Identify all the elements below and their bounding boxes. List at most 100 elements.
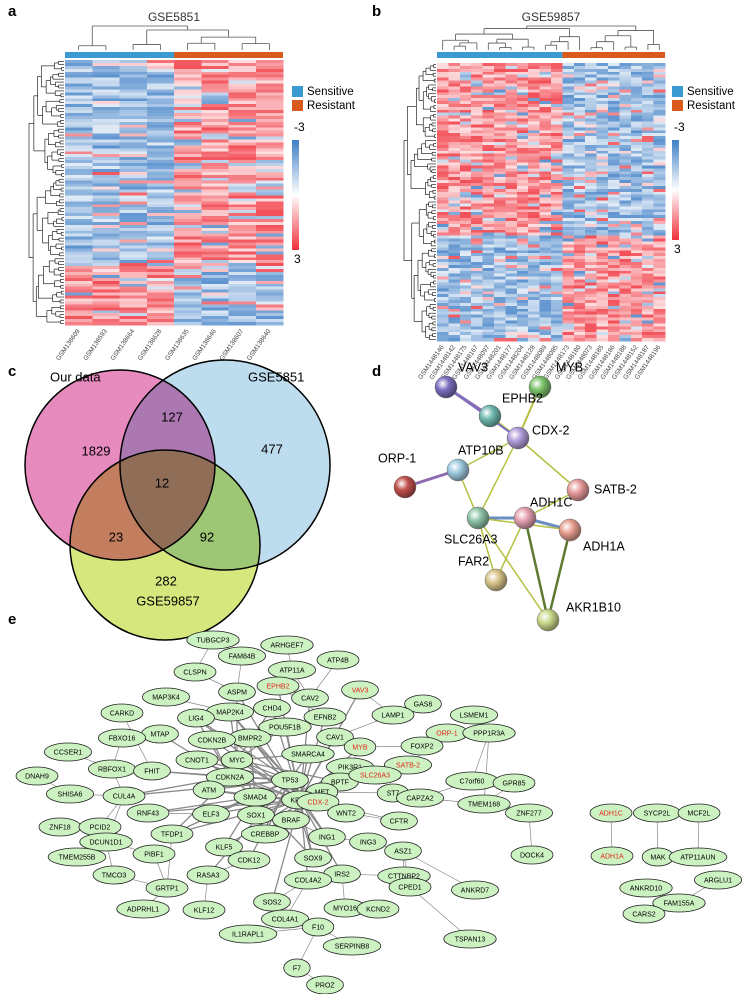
- heatmap-cell: [630, 115, 643, 119]
- heatmap-cell: [437, 118, 449, 122]
- heatmap-cell: [482, 95, 495, 99]
- heatmap-cell: [539, 139, 552, 143]
- heatmap-cell: [437, 147, 449, 152]
- heatmap-cell: [174, 316, 202, 320]
- heatmap-cell: [65, 239, 93, 243]
- heatmap-cell: [448, 144, 461, 149]
- heatmap-cell: [255, 139, 284, 143]
- heatmap-cell: [201, 136, 229, 140]
- heatmap-cell: [528, 156, 540, 160]
- heatmap-cell: [494, 153, 506, 157]
- heatmap-cell: [494, 276, 506, 280]
- heatmap-cell: [448, 133, 461, 137]
- heatmap-cell: [653, 177, 666, 181]
- heatmap-cell: [494, 68, 506, 73]
- heatmap-cell: [573, 177, 586, 181]
- gene-node: [258, 717, 312, 737]
- heatmap-cell: [608, 124, 620, 128]
- heatmap-cell: [448, 139, 461, 143]
- heatmap-cell: [596, 314, 609, 318]
- heatmap-cell: [596, 326, 609, 330]
- heatmap-cell: [255, 83, 284, 87]
- heatmap-cell: [596, 276, 609, 280]
- heatmap-cell: [630, 282, 643, 286]
- heatmap-cell: [471, 139, 483, 143]
- heatmap-cell: [255, 151, 284, 155]
- heatmap-cell: [505, 74, 518, 78]
- heatmap-cell: [459, 182, 472, 187]
- heatmap-cell: [562, 80, 575, 84]
- heatmap-cell: [642, 92, 654, 96]
- heatmap-cell: [585, 191, 597, 195]
- heatmap-cell: [119, 233, 148, 237]
- heatmap-cell: [437, 332, 449, 336]
- heatmap-cell: [608, 101, 620, 105]
- heatmap-cell: [608, 314, 620, 318]
- heatmap-cell: [255, 113, 284, 117]
- heatmap-cell: [448, 250, 461, 254]
- heatmap-cell: [255, 183, 284, 187]
- heatmap-cell: [494, 103, 506, 108]
- heatmap-cell: [174, 242, 202, 246]
- heatmap-cell: [228, 166, 257, 170]
- heatmap-cell: [494, 215, 506, 219]
- heatmap-cell: [642, 89, 654, 93]
- heatmap-cell: [255, 274, 284, 279]
- heatmap-cell: [505, 130, 518, 134]
- heatmap-cell: [448, 285, 461, 289]
- heatmap-cell: [65, 230, 93, 235]
- heatmap-cell: [448, 302, 461, 307]
- heatmap-cell: [585, 165, 597, 169]
- heatmap-cell: [459, 71, 472, 76]
- heatmap-cell: [596, 168, 609, 172]
- heatmap-cell: [228, 274, 257, 279]
- heatmap-cell: [459, 209, 472, 213]
- heatmap-cell: [471, 288, 483, 292]
- heatmap-cell: [642, 118, 654, 122]
- heatmap-cell: [92, 142, 120, 146]
- heatmap-cell: [642, 144, 654, 149]
- heatmap-cell: [630, 101, 643, 105]
- heatmap-cell: [539, 77, 552, 81]
- heatmap-cell: [516, 314, 529, 318]
- heatmap-cell: [437, 238, 449, 242]
- heatmap-cell: [92, 71, 120, 76]
- heatmap-cell: [119, 101, 148, 105]
- heatmap-cell: [494, 159, 506, 163]
- heatmap-cell: [494, 194, 506, 198]
- heatmap-cell: [471, 124, 483, 128]
- heatmap-cell: [642, 256, 654, 260]
- heatmap-cell: [562, 115, 575, 119]
- heatmap-cell: [562, 241, 575, 245]
- heatmap-cell: [562, 63, 575, 67]
- heatmap-cell: [482, 282, 495, 286]
- heatmap-cell: [482, 200, 495, 204]
- heatmap-cell: [92, 177, 120, 182]
- heatmap-cell: [448, 253, 461, 257]
- heatmap-cell: [608, 174, 620, 178]
- heatmap-cell: [619, 63, 632, 67]
- heatmap-cell: [505, 200, 518, 204]
- heatmap-cell: [642, 185, 654, 190]
- heatmap-cell: [642, 133, 654, 137]
- heatmap-cell: [482, 168, 495, 172]
- gene-node: [173, 662, 217, 682]
- heatmap-cell: [146, 83, 175, 87]
- heatmap-cell: [494, 80, 506, 84]
- heatmap-cell: [619, 171, 632, 175]
- heatmap-cell: [539, 171, 552, 175]
- heatmap-cell: [119, 251, 148, 255]
- gene-label: SOX1: [247, 812, 266, 819]
- heatmap-cell: [551, 288, 563, 292]
- heatmap-cell: [228, 74, 257, 78]
- heatmap-cell: [448, 267, 461, 272]
- heatmap-cell: [228, 60, 257, 64]
- heatmap-cell: [65, 257, 93, 261]
- heatmap-cell: [482, 147, 495, 152]
- heatmap-cell: [573, 115, 586, 119]
- heatmap-cell: [630, 232, 643, 236]
- heatmap-cell: [551, 206, 563, 210]
- heatmap-cell: [596, 264, 609, 269]
- heatmap-cell: [146, 224, 175, 229]
- heatmap-cell: [619, 74, 632, 78]
